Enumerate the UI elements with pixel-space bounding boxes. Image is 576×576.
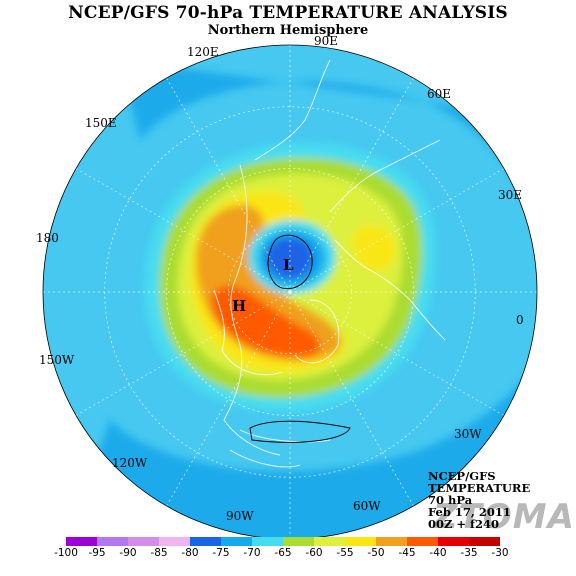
colorbar-label: -70	[243, 547, 261, 559]
latitude-circle	[166, 168, 414, 416]
colorbar-label: -100	[54, 547, 78, 559]
info-date: Feb 17, 2011	[428, 505, 511, 519]
info-field: TEMPERATURE	[428, 481, 531, 495]
colorbar-swatch	[221, 537, 252, 546]
colorbar-label: -75	[212, 547, 230, 559]
colorbar-label: -30	[491, 547, 509, 559]
meridian-line	[75, 168, 291, 293]
lon-label-120e: 120E	[187, 45, 219, 59]
colorbar	[66, 537, 500, 546]
colorbar-label: -55	[336, 547, 354, 559]
meridian-line	[289, 77, 414, 293]
meridian-line	[289, 291, 414, 507]
colorbar-label: -50	[367, 547, 385, 559]
vortex-core	[266, 237, 314, 279]
lon-label-150w: 150W	[39, 353, 75, 367]
colorbar-swatch	[469, 537, 500, 546]
colorbar-label: -45	[398, 547, 416, 559]
lon-label-0: 0	[516, 313, 524, 327]
meridian-line	[166, 77, 291, 293]
colorbar-swatch	[283, 537, 314, 546]
colorbar-label: -35	[460, 547, 478, 559]
lon-label-60w: 60W	[353, 499, 381, 513]
graticule	[43, 45, 537, 539]
lon-label-60e: 60E	[427, 87, 452, 101]
colorbar-label: -90	[119, 547, 137, 559]
colorbar-label: -40	[429, 547, 447, 559]
colorbar-label: -80	[181, 547, 199, 559]
low-pressure-center: L	[283, 256, 294, 274]
colorbar-swatch	[159, 537, 190, 546]
colorbar-labels: -100 -95 -90 -85 -80 -75 -70 -65 -60 -55 -50 -45 -40…	[0, 547, 576, 561]
colorbar-swatch	[407, 537, 438, 546]
colorbar-swatch	[438, 537, 469, 546]
lon-label-180: 180	[36, 231, 59, 245]
meridian-line	[289, 291, 505, 416]
watermark: ZTOMA	[433, 497, 575, 537]
info-run: 00Z + f240	[428, 517, 499, 531]
lon-label-30e: 30E	[498, 188, 523, 202]
colorbar-swatch	[345, 537, 376, 546]
colorbar-label: -65	[274, 547, 292, 559]
lon-label-150e: 150E	[85, 116, 117, 130]
colorbar-swatch	[128, 537, 159, 546]
east-warm-pocket	[352, 225, 396, 271]
colorbar-swatch	[190, 537, 221, 546]
colorbar-swatch	[314, 537, 345, 546]
map-subtitle: Northern Hemisphere	[207, 23, 369, 38]
colorbar-label: -85	[150, 547, 168, 559]
lon-label-30w: 30W	[454, 427, 482, 441]
info-box: NCEP/GFS TEMPERATURE 70 hPa Feb 17, 2011…	[428, 470, 530, 530]
colorbar-label: -60	[305, 547, 323, 559]
lon-label-90e: 90E	[314, 34, 339, 48]
meridian-line	[166, 291, 291, 507]
lon-label-120w: 120W	[112, 456, 148, 470]
contours	[249, 234, 351, 443]
info-model: NCEP/GFS	[428, 469, 496, 483]
band-minus45	[211, 285, 320, 358]
colorbar-swatch	[252, 537, 283, 546]
colorbar-swatch	[97, 537, 128, 546]
meridian-line	[75, 291, 291, 416]
meridian-line	[289, 168, 505, 293]
high-pressure-center: H	[232, 297, 247, 315]
info-level: 70 hPa	[428, 493, 473, 507]
colorbar-label: -95	[88, 547, 106, 559]
lon-label-90w: 90W	[226, 509, 254, 523]
map-title: NCEP/GFS 70-hPa TEMPERATURE ANALYSIS	[68, 3, 508, 23]
colorbar-swatch	[376, 537, 407, 546]
colorbar-swatch	[66, 537, 97, 546]
coastlines	[213, 59, 446, 468]
